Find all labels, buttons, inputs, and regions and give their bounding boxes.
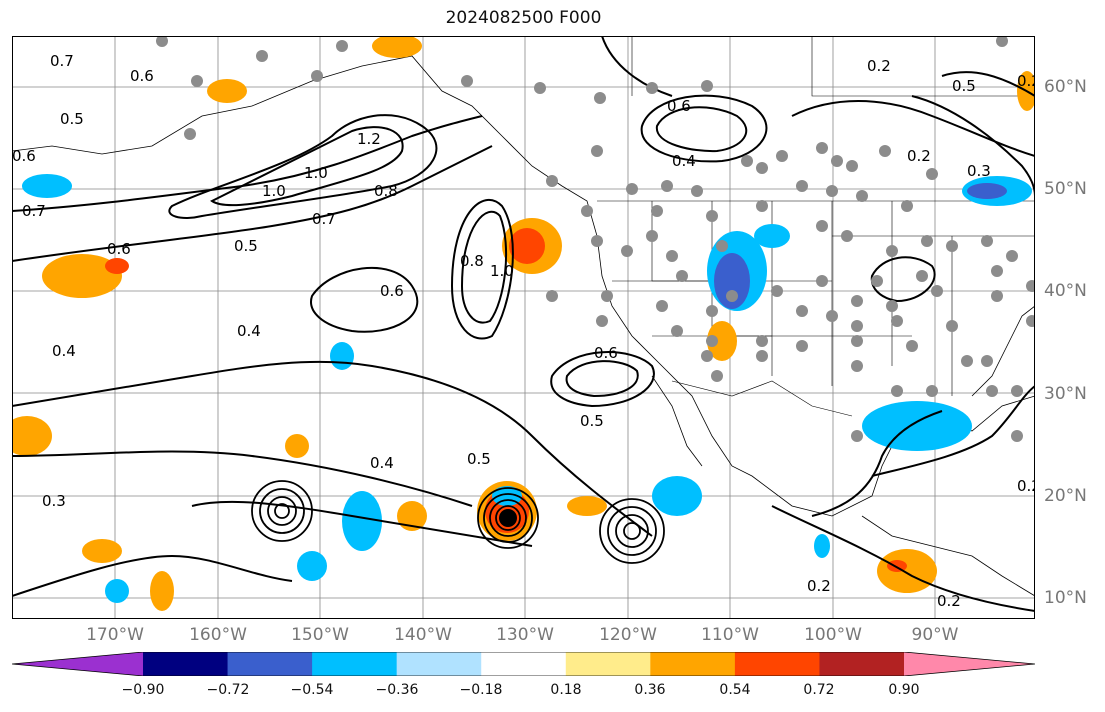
contour-label: 0.2 xyxy=(1017,72,1035,90)
colorbar-segment xyxy=(227,652,313,676)
lon-label: 140°W xyxy=(394,625,452,645)
contour-label: 0.5 xyxy=(467,450,491,468)
contour-label: 0.7 xyxy=(312,210,336,228)
contour-label: 0.5 xyxy=(234,237,258,255)
lon-label: 160°W xyxy=(189,625,247,645)
cyclone-contours xyxy=(251,480,665,564)
contour-labels: 0.7 0.6 0.5 0.6 0.7 1.2 1.0 1.0 0.8 0.7 … xyxy=(12,52,1035,610)
colorbar-segment xyxy=(565,652,651,676)
weather-map: 0.7 0.6 0.5 0.6 0.7 1.2 1.0 1.0 0.8 0.7 … xyxy=(12,36,1035,619)
colorbar-extend-max xyxy=(904,652,1035,676)
contour-label: 1.0 xyxy=(304,164,328,182)
colorbar-segment xyxy=(650,652,736,676)
lat-label: 20°N xyxy=(1044,486,1087,506)
contour-label: 0.8 xyxy=(374,182,398,200)
contour-label: 0.4 xyxy=(52,342,76,360)
contour-label: 0.6 xyxy=(594,344,618,362)
contour-lines xyxy=(12,36,1035,612)
lon-label: 150°W xyxy=(291,625,349,645)
colorbar-tick: −0.36 xyxy=(375,682,419,698)
contour-label: 0.2 xyxy=(867,57,891,75)
contour-label: 1.0 xyxy=(262,182,286,200)
lon-label: 130°W xyxy=(496,625,554,645)
contour-label: 0.5 xyxy=(60,110,84,128)
contour-label: 0.2 xyxy=(807,577,831,595)
contour-label: 0.5 xyxy=(952,77,976,95)
contour-label: 0.2 xyxy=(907,147,931,165)
contour-label: 0.6 xyxy=(130,67,154,85)
colorbar-segment xyxy=(312,652,398,676)
colorbar-tick: 0.72 xyxy=(803,682,835,698)
lat-label: 60°N xyxy=(1044,77,1087,97)
contour-label: 0.6 xyxy=(107,240,131,258)
colorbar-tick: 0.90 xyxy=(888,682,920,698)
contour-label: 1.2 xyxy=(357,130,381,148)
lat-label: 40°N xyxy=(1044,281,1087,301)
lon-label: 110°W xyxy=(701,625,759,645)
colorbar-segment xyxy=(143,652,229,676)
lon-label: 90°W xyxy=(911,625,959,645)
contour-label: 0.4 xyxy=(237,322,261,340)
station-dots xyxy=(156,36,1035,442)
contour-label: 0.4 xyxy=(672,152,696,170)
colorbar-tick: −0.18 xyxy=(459,682,503,698)
contour-label: 0.6 xyxy=(667,97,691,115)
colorbar-extend-min xyxy=(12,652,143,676)
colorbar-tick: −0.54 xyxy=(290,682,334,698)
lat-label: 50°N xyxy=(1044,179,1087,199)
colorbar-tick: −0.72 xyxy=(206,682,250,698)
colorbar-segments xyxy=(12,652,1035,676)
contour-label: 0.7 xyxy=(22,202,46,220)
contour-label: 1.0 xyxy=(490,262,514,280)
colorbar-tick: 0.54 xyxy=(719,682,751,698)
contour-label: 0.4 xyxy=(370,454,394,472)
lon-label: 170°W xyxy=(86,625,144,645)
contour-label: 0.3 xyxy=(42,492,66,510)
map-title: 2024082500 F000 xyxy=(445,8,602,28)
contour-label: 0.6 xyxy=(12,147,36,165)
borders xyxy=(597,36,1035,417)
contour-label: 0.5 xyxy=(580,412,604,430)
colorbar-segment xyxy=(396,652,482,676)
colorbar-tick: 0.36 xyxy=(634,682,666,698)
lat-label: 30°N xyxy=(1044,384,1087,404)
coastlines xyxy=(12,55,1035,597)
colorbar xyxy=(12,652,1035,676)
colorbar-segment xyxy=(819,652,905,676)
contour-label: 0.3 xyxy=(967,162,991,180)
contour-label: 0.7 xyxy=(50,52,74,70)
contour-label: 0.2 xyxy=(1017,477,1035,495)
storm-center-marker xyxy=(499,509,517,527)
colorbar-tick: −0.90 xyxy=(121,682,165,698)
contour-label: 0.6 xyxy=(380,282,404,300)
lon-label: 100°W xyxy=(804,625,862,645)
lat-label: 10°N xyxy=(1044,588,1087,608)
colorbar-segment xyxy=(481,652,567,676)
contour-label: 0.8 xyxy=(460,252,484,270)
colorbar-segment xyxy=(734,652,820,676)
contour-label: 0.2 xyxy=(937,592,961,610)
lon-label: 120°W xyxy=(599,625,657,645)
colorbar-tick: 0.18 xyxy=(550,682,582,698)
